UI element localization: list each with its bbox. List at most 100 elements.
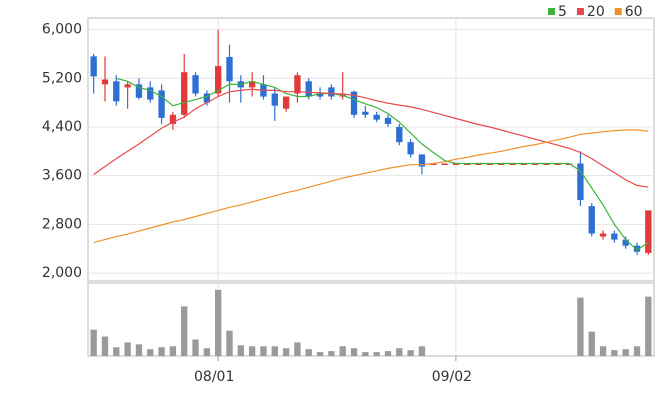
volume-bar [192, 339, 199, 356]
candle-body [565, 163, 573, 166]
volume-bar [282, 348, 290, 356]
volume-bar [147, 349, 154, 356]
candle-body [101, 79, 109, 85]
legend-swatch [548, 8, 555, 15]
volume-bar [135, 344, 143, 356]
legend: 5 20 60 [548, 4, 643, 20]
candle-body [169, 114, 177, 124]
x-tick-label: 08/01 [194, 369, 234, 385]
volume-bar [181, 306, 188, 356]
candle-body [305, 81, 312, 97]
volume-bar [226, 330, 233, 356]
candle-body [509, 163, 516, 166]
ma-line [116, 77, 649, 251]
candle-body [192, 75, 199, 94]
candle-body [520, 163, 527, 166]
candle-body [248, 81, 256, 88]
volume-bar [407, 350, 414, 356]
candle-body [328, 87, 335, 97]
candle-body [384, 117, 392, 124]
volume-bar [588, 331, 595, 356]
candle-body [430, 163, 437, 166]
candle-body [498, 163, 505, 166]
y-tick-label: 6,000 [42, 22, 82, 38]
volume-bar [362, 352, 369, 356]
legend-label: 20 [587, 4, 605, 20]
legend-swatch [614, 8, 622, 15]
candle-body [147, 87, 154, 100]
candle-body [599, 233, 607, 237]
volume-bar [90, 329, 97, 356]
legend-label: 5 [558, 4, 567, 20]
candle-body [362, 111, 369, 115]
volume-bar [339, 346, 346, 356]
volume-bar [215, 289, 222, 356]
candle-body [316, 93, 324, 97]
volume-bar [599, 346, 607, 356]
volume-bar [271, 346, 278, 356]
ma-line [93, 88, 649, 188]
price-panel-frame [87, 17, 655, 282]
candle-body [158, 90, 165, 118]
candle-body [135, 84, 143, 98]
volume-bar [169, 346, 177, 356]
candle-body [396, 126, 403, 143]
volume-bar [260, 346, 267, 356]
volume-bar [203, 348, 211, 356]
candle-body [577, 163, 584, 201]
candle-body [282, 96, 290, 109]
volume-bar [113, 347, 120, 356]
candle-body [633, 245, 641, 252]
candle-body [373, 114, 380, 120]
x-tick-label: 09/02 [432, 369, 472, 385]
candle-body [181, 72, 188, 115]
candle-body [124, 84, 131, 88]
candle-body [588, 206, 595, 234]
candle-body [622, 239, 629, 246]
candle-body [543, 163, 550, 166]
volume-bar [577, 297, 584, 356]
candle-body [531, 163, 539, 166]
volume-bar [294, 342, 301, 356]
volume-bar [373, 352, 380, 356]
candle-body [645, 210, 652, 253]
volume-bar [158, 347, 165, 356]
candle-body [554, 163, 561, 166]
volume-bar [350, 348, 358, 356]
y-tick-label: 2,000 [42, 265, 82, 281]
volume-bar [633, 346, 641, 356]
volume-bar [101, 336, 109, 356]
volume-panel-frame [87, 282, 655, 357]
candle-body [407, 142, 414, 155]
volume-bar [418, 346, 426, 356]
volume-bar [237, 345, 244, 356]
candle-body [452, 163, 460, 166]
candle-body [418, 154, 426, 167]
candle-body [90, 56, 97, 77]
volume-bar [248, 346, 256, 356]
candle-body [441, 163, 448, 166]
legend-label: 60 [625, 4, 643, 20]
volume-bar [316, 352, 324, 356]
volume-bar [396, 348, 403, 356]
y-tick-label: 4,400 [42, 119, 82, 135]
candle-body [215, 66, 222, 94]
volume-bar [124, 342, 131, 356]
candle-body [475, 163, 482, 166]
candle-body [294, 75, 301, 94]
volume-bar [645, 296, 652, 356]
volume-bar [305, 349, 312, 356]
ma-line [93, 129, 649, 244]
candle-body [611, 233, 618, 240]
volume-bar [328, 351, 335, 356]
volume-bar [622, 349, 629, 356]
volume-bar [384, 351, 392, 356]
y-tick-label: 2,800 [42, 216, 82, 232]
candle-body [350, 91, 358, 115]
legend-swatch [576, 8, 584, 15]
y-tick-label: 5,200 [42, 70, 82, 86]
candle-body [464, 163, 471, 166]
volume-bar [611, 350, 618, 356]
candle-body [486, 163, 494, 166]
